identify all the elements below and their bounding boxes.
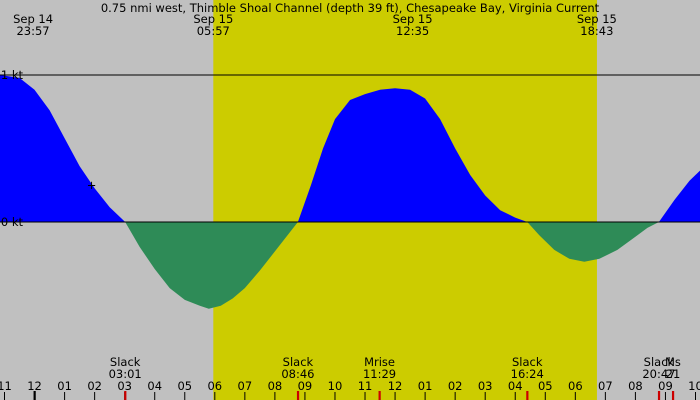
top-time-label: 05:57 bbox=[197, 24, 230, 38]
event-labels: Slack03:01Slack08:46Mrise11:29Slack16:24… bbox=[109, 355, 681, 381]
event-marker-tick bbox=[33, 391, 36, 400]
hour-tick-label: 04 bbox=[147, 379, 162, 393]
hour-tick-label: 12 bbox=[27, 379, 42, 393]
event-time: 03:01 bbox=[109, 367, 142, 381]
hour-tick-label: 02 bbox=[448, 379, 463, 393]
event-name: Slack bbox=[644, 355, 675, 369]
chart-title: 0.75 nmi west, Thimble Shoal Channel (de… bbox=[101, 1, 600, 15]
event-time: 08:46 bbox=[281, 367, 314, 381]
top-date-label: Sep 15 bbox=[193, 12, 233, 26]
event-marker-tick bbox=[124, 391, 127, 400]
top-time-label: 23:57 bbox=[16, 24, 49, 38]
top-time-label: 18:43 bbox=[580, 24, 613, 38]
flood-area bbox=[0, 75, 700, 222]
event-name: Slack bbox=[283, 355, 314, 369]
event-marker-tick bbox=[671, 391, 675, 400]
hour-tick-label: 08 bbox=[268, 379, 283, 393]
y-tick-label: 1 kt bbox=[1, 68, 24, 82]
y-tick-label: 0 kt bbox=[1, 215, 24, 229]
hour-tick-label: 03 bbox=[117, 379, 132, 393]
event-time: 20:47 bbox=[642, 367, 675, 381]
now-marker-symbol: + bbox=[87, 178, 97, 192]
hour-tick-label: 03 bbox=[478, 379, 493, 393]
hour-tick-label: 04 bbox=[508, 379, 523, 393]
hour-tick-label: 01 bbox=[418, 379, 433, 393]
hour-axis: 11 12 01 02 03 04 05 06 07 08 09 10 11 12 01 02 03 04 05 06… bbox=[0, 379, 700, 400]
hour-tick-label: 09 bbox=[658, 379, 673, 393]
hour-tick-label: 10 bbox=[328, 379, 343, 393]
event-markers bbox=[33, 391, 675, 400]
event-time: 21 bbox=[666, 367, 681, 381]
event-marker-tick bbox=[657, 391, 661, 400]
event-name: Mrise bbox=[364, 355, 395, 369]
hour-tick-label: 12 bbox=[388, 379, 403, 393]
hour-tick-label: 01 bbox=[57, 379, 72, 393]
knot-gridlines: 1 kt 0 kt bbox=[0, 68, 700, 229]
hour-tick-label: 10 bbox=[688, 379, 700, 393]
hour-tick-label: 08 bbox=[628, 379, 643, 393]
hour-tick-label: 06 bbox=[207, 379, 222, 393]
event-name: Slack bbox=[512, 355, 543, 369]
hour-tick-label: 02 bbox=[87, 379, 102, 393]
event-marker-tick bbox=[296, 391, 300, 400]
top-date-label: Sep 15 bbox=[393, 12, 433, 26]
ebb-area bbox=[0, 222, 700, 309]
hour-tick-label: 06 bbox=[568, 379, 583, 393]
hour-tick-label: 07 bbox=[238, 379, 253, 393]
hour-tick-label: 05 bbox=[538, 379, 553, 393]
top-date-label: Sep 14 bbox=[13, 12, 53, 26]
hour-tick-label: 07 bbox=[598, 379, 613, 393]
now-marker: + bbox=[87, 178, 97, 192]
event-name: Ms bbox=[665, 355, 681, 369]
event-time: 11:29 bbox=[363, 367, 396, 381]
hour-tick-label: 11 bbox=[0, 379, 12, 393]
top-date-label: Sep 15 bbox=[577, 12, 617, 26]
event-marker-tick bbox=[378, 391, 381, 400]
event-marker-tick bbox=[526, 391, 529, 400]
event-name: Slack bbox=[110, 355, 141, 369]
current-area bbox=[0, 75, 700, 309]
hour-tick-label: 09 bbox=[298, 379, 313, 393]
event-time: 16:24 bbox=[511, 367, 544, 381]
hour-tick-label: 11 bbox=[358, 379, 373, 393]
top-time-label: 12:35 bbox=[396, 24, 429, 38]
hour-tick-label: 05 bbox=[177, 379, 192, 393]
